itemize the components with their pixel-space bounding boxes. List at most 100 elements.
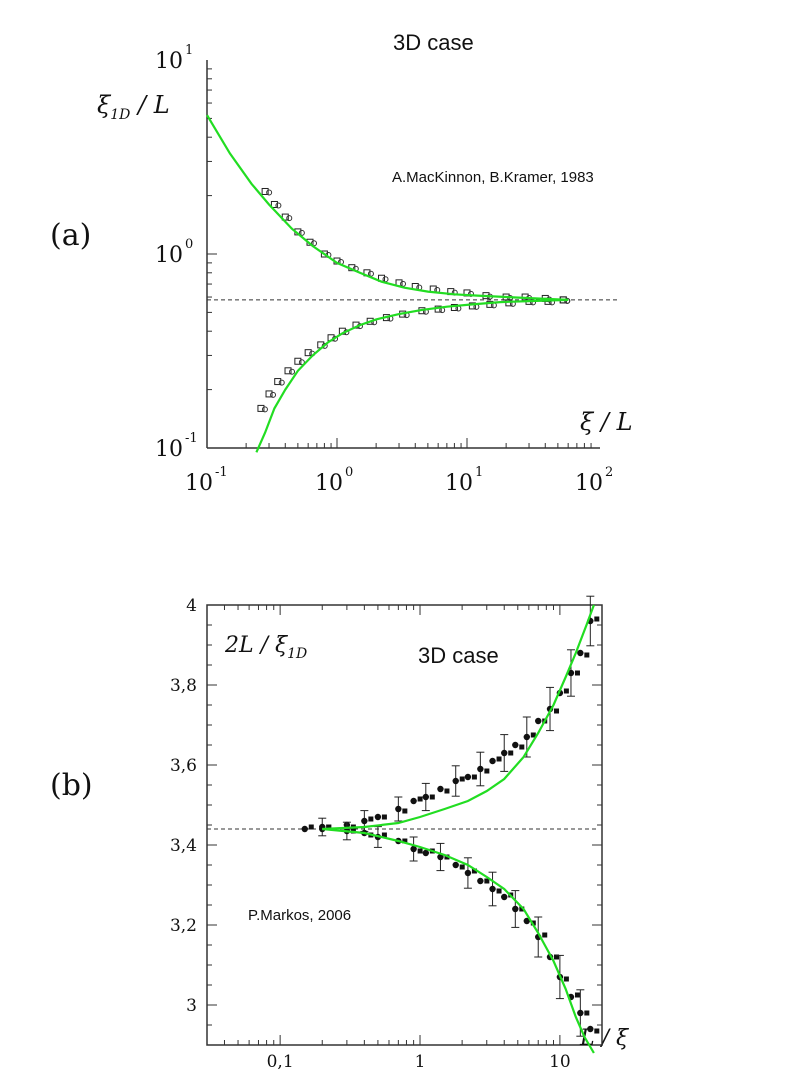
panel-a: (a) 3D case A.MacKinnon, B.Kramer, 1983 … [50, 30, 633, 496]
data-point-b [437, 785, 444, 793]
data-point-a [275, 202, 282, 209]
data-point-b [554, 708, 560, 714]
data-point-a [294, 357, 302, 365]
data-point-b [523, 733, 531, 741]
data-point-b [308, 824, 314, 830]
x-tick-label-a: 10 2 [575, 465, 613, 496]
data-point-a [304, 349, 312, 357]
data-point-b [519, 906, 525, 912]
data-point-b [417, 796, 423, 802]
data-point-a [530, 299, 537, 306]
y-tick-label-b: 3,4 [170, 836, 197, 856]
data-point-b [574, 670, 580, 676]
y-tick-label-b: 4 [186, 596, 197, 616]
data-point-b [512, 741, 519, 749]
data-point-a [265, 390, 273, 398]
data-point-b [452, 777, 459, 785]
data-point-b [496, 756, 502, 762]
data-point-b [535, 717, 542, 725]
data-point-a [284, 367, 292, 375]
data-point-b [519, 744, 525, 750]
data-point-b [429, 794, 435, 800]
y-tick-label-b: 3,2 [170, 916, 197, 936]
y-tick-label-b: 3,8 [170, 676, 197, 696]
data-point-b [402, 808, 408, 814]
x-tick-label-a: 10 0 [315, 465, 353, 496]
data-point-a [298, 359, 305, 366]
data-point-a [468, 290, 474, 297]
data-point-b [477, 765, 484, 773]
data-point-b [542, 932, 548, 938]
fit-line-a [206, 114, 569, 301]
data-point-a [450, 303, 458, 311]
panel-label-b: (b) [50, 768, 93, 803]
data-point-b [452, 861, 459, 869]
fit-line-b [322, 604, 595, 831]
data-point-a [261, 187, 269, 195]
data-point-b [523, 917, 531, 925]
data-point-b [563, 688, 569, 694]
data-point-b [489, 885, 496, 893]
fit-line-b [322, 827, 595, 1054]
data-point-a [400, 280, 407, 287]
x-tick-label-b: 1 [415, 1052, 426, 1072]
y-axis-label-a: ξ1D / L [97, 91, 170, 123]
data-point-b [567, 669, 575, 677]
data-point-a [261, 406, 268, 413]
data-point-a [270, 391, 277, 398]
data-point-b [410, 845, 417, 853]
data-point-b [471, 774, 477, 780]
y-tick-label-b: 3,6 [170, 756, 197, 776]
data-point-b [584, 1010, 590, 1016]
y-tick-label-a: 10 -1 [155, 431, 198, 462]
data-point-a [266, 189, 273, 196]
x-tick-label-a: 10 1 [445, 465, 483, 496]
fit-curves-a [206, 114, 569, 453]
data-point-b [594, 616, 600, 622]
data-point-b [368, 816, 374, 822]
data-point-a [257, 404, 265, 412]
fit-line-a [255, 298, 569, 453]
data-point-a [289, 368, 296, 375]
data-point-b [574, 992, 580, 998]
data-point-b [437, 853, 444, 861]
data-point-a [468, 302, 476, 310]
data-point-b [464, 869, 472, 877]
y-tick-label-b: 3 [186, 996, 197, 1016]
x-tick-label-b: 0,1 [267, 1052, 294, 1072]
ticks-b [206, 604, 603, 1046]
data-point-b [402, 838, 408, 844]
data-point-b [422, 793, 430, 801]
y-tick-label-a: 10 0 [155, 237, 193, 268]
data-point-b [374, 813, 382, 821]
data-point-b [496, 888, 502, 894]
data-point-a [298, 229, 305, 236]
data-point-a [286, 215, 293, 222]
data-point-b [501, 893, 508, 901]
data-point-b [459, 864, 465, 870]
data-point-b [471, 868, 477, 874]
chart-title-a: 3D case [393, 30, 474, 55]
data-point-b [563, 976, 569, 982]
data-point-b [484, 878, 490, 884]
y-tick-label-a: 10 1 [155, 43, 193, 74]
data-point-a [320, 250, 328, 258]
data-point-b [484, 768, 490, 774]
data-point-b [530, 732, 536, 738]
data-point-a [382, 276, 389, 283]
tick-labels-a: 10 -1 10 0 10 1 10 2 10 -1 10 0 10 1 [155, 43, 613, 496]
data-point-b [422, 849, 430, 857]
chart-title-b: 3D case [418, 643, 499, 668]
data-point-b [594, 1028, 600, 1034]
data-point-b [444, 788, 450, 794]
panel-b: (b) 3D case P.Markos, 2006 2L / ξ1D L / … [50, 595, 630, 1072]
data-point-b [361, 817, 368, 825]
data-point-a [486, 300, 494, 308]
y-axis-label-b: 2L / ξ1D [224, 633, 307, 662]
annotation-b: P.Markos, 2006 [248, 907, 351, 924]
data-point-b [459, 776, 465, 782]
data-point-b [489, 757, 496, 765]
data-point-b [381, 832, 387, 838]
panel-label-a: (a) [50, 218, 91, 253]
